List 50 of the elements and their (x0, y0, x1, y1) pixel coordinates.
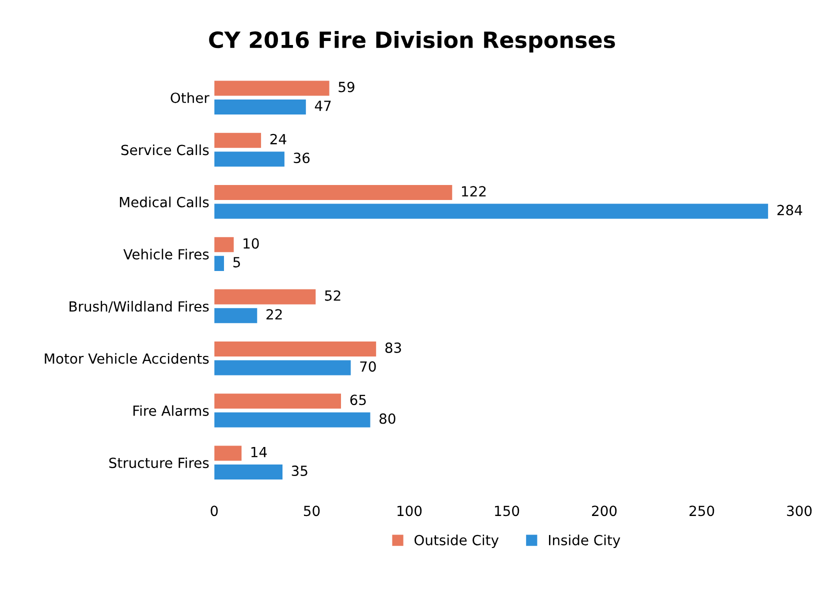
y-tick-label: Medical Calls (120, 196, 209, 208)
data-label: 284 (777, 204, 802, 216)
x-tick-label: 250 (690, 506, 714, 516)
x-tick-label: 0 (210, 506, 218, 516)
data-label: 47 (314, 100, 331, 111)
x-tick-label: 150 (495, 506, 520, 516)
x-tick-label: 200 (592, 506, 617, 516)
bar (214, 237, 234, 252)
y-tick-label: Vehicle Fires (123, 248, 209, 260)
x-tick-label: 300 (787, 506, 812, 516)
bar (214, 308, 258, 324)
legend-label: Outside City (414, 534, 499, 548)
bar (214, 132, 262, 148)
data-label: 35 (292, 466, 308, 476)
bar (214, 341, 376, 356)
y-tick-label: Service Calls (121, 144, 209, 156)
y-tick-label: Fire Alarms (133, 405, 209, 416)
chart-title: CY 2016 Fire Division Responses (209, 30, 615, 52)
data-label: 65 (350, 394, 366, 406)
y-tick-label: Brush/Wildland Fires (70, 300, 209, 313)
bar (214, 412, 370, 428)
y-tick-label: Structure Fires (109, 457, 209, 468)
bar (214, 152, 284, 167)
bar (214, 80, 330, 96)
data-label: 10 (244, 238, 259, 249)
data-label: 70 (360, 361, 376, 372)
data-label: 52 (325, 290, 340, 301)
y-tick-label: Motor Vehicle Accidents (44, 353, 209, 364)
data-label: 80 (380, 413, 396, 424)
bar (214, 446, 242, 461)
bar (214, 99, 306, 114)
bar (214, 394, 341, 409)
data-label: 22 (266, 309, 282, 320)
data-label: 36 (294, 152, 310, 164)
bar (214, 289, 316, 304)
x-tick-label: 50 (304, 506, 320, 516)
bar (214, 464, 282, 480)
bar (214, 360, 351, 376)
data-label: 122 (462, 186, 486, 196)
x-tick-label: 100 (398, 506, 422, 516)
data-label: 83 (385, 342, 401, 353)
bar (214, 256, 224, 271)
bar (214, 204, 768, 219)
data-label: 59 (338, 82, 354, 92)
legend-label: Inside City (548, 534, 620, 548)
data-label: 24 (270, 134, 286, 144)
data-label: 14 (251, 446, 267, 458)
bar (214, 185, 452, 200)
y-tick-label: Other (170, 92, 210, 104)
data-label: 5 (233, 257, 240, 268)
